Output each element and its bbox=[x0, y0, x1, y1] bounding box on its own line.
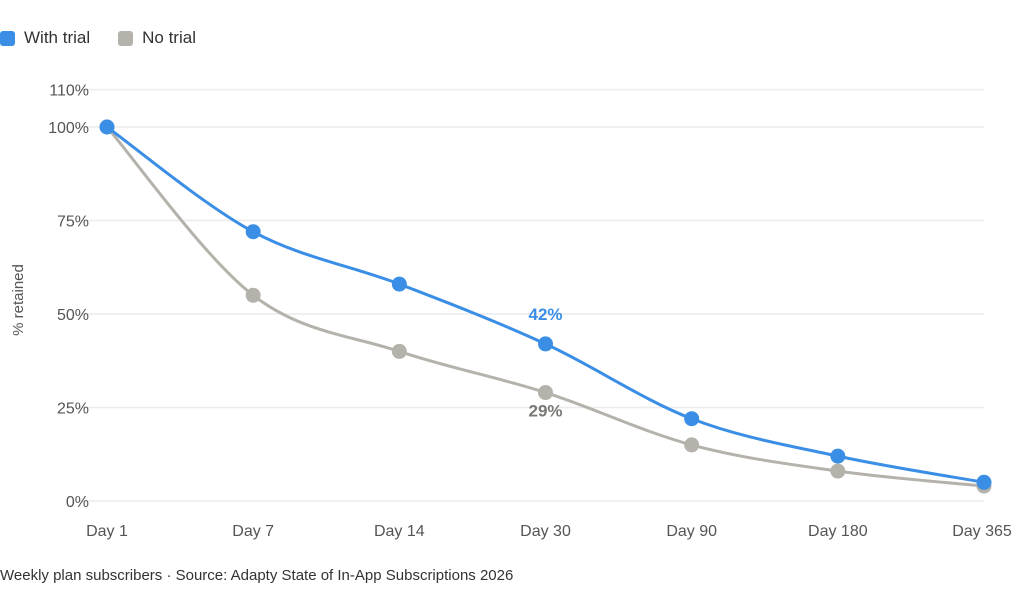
y-tick-label: 100% bbox=[48, 120, 89, 137]
data-point-with-trial bbox=[245, 224, 261, 240]
legend-swatch-no-trial bbox=[118, 30, 134, 46]
data-point-no-trial bbox=[830, 463, 846, 479]
legend-item-no-trial[interactable]: No trial bbox=[118, 28, 196, 48]
x-tick-label: Day 365 bbox=[952, 523, 1012, 540]
x-tick-label: Day 180 bbox=[808, 523, 868, 540]
data-point-no-trial bbox=[391, 343, 407, 359]
y-axis-label: % retained bbox=[10, 264, 27, 336]
legend-label: With trial bbox=[24, 28, 91, 47]
data-point-with-trial bbox=[976, 474, 992, 490]
data-point-no-trial bbox=[684, 437, 700, 453]
x-tick-label: Day 90 bbox=[666, 523, 717, 540]
data-label: 42% bbox=[528, 305, 562, 324]
legend-label: No trial bbox=[142, 28, 196, 47]
chart-caption: Weekly plan subscribers · Source: Adapty… bbox=[0, 567, 514, 584]
y-tick-label: 50% bbox=[57, 307, 89, 324]
x-tick-label: Day 30 bbox=[520, 523, 571, 540]
y-tick-label: 0% bbox=[66, 494, 89, 511]
data-point-with-trial bbox=[99, 119, 115, 135]
data-point-no-trial bbox=[245, 287, 261, 303]
data-point-no-trial bbox=[538, 385, 553, 401]
data-label: 29% bbox=[528, 402, 562, 421]
y-tick-label: 75% bbox=[57, 214, 89, 231]
data-point-with-trial bbox=[538, 336, 553, 352]
y-tick-label: 110% bbox=[49, 83, 89, 100]
y-tick-label: 25% bbox=[57, 401, 89, 418]
x-tick-label: Day 14 bbox=[374, 523, 425, 540]
legend-swatch-with-trial bbox=[0, 30, 15, 46]
x-tick-label: Day 7 bbox=[232, 523, 274, 540]
data-point-with-trial bbox=[684, 411, 700, 427]
line-chart: % retained 0% 25% 50% 75% 100% 110% Day 1 Day 7… bbox=[10, 83, 1012, 540]
legend: With trial No trial bbox=[0, 28, 196, 48]
data-point-with-trial bbox=[391, 276, 407, 292]
legend-item-with-trial[interactable]: With trial bbox=[0, 28, 90, 48]
data-point-with-trial bbox=[830, 448, 846, 464]
x-tick-label: Day 1 bbox=[86, 523, 128, 540]
